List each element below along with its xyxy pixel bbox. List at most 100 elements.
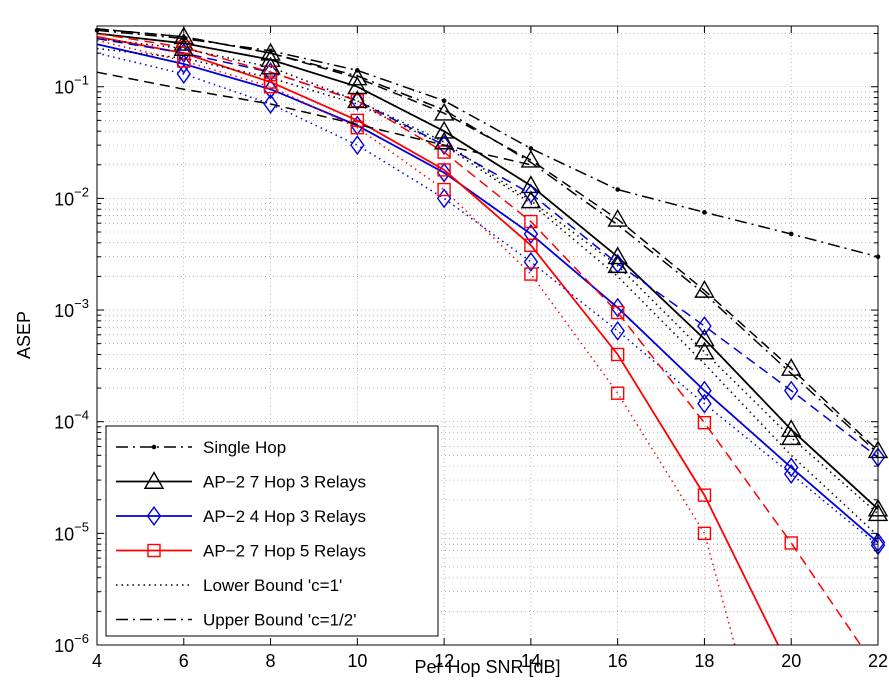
- data-point-marker: [176, 43, 192, 64]
- data-point-marker: [173, 26, 194, 45]
- data-point-marker: [524, 267, 538, 281]
- y-tick-exponent: −4: [74, 408, 89, 423]
- y-tick-mantissa: 10: [54, 524, 74, 544]
- data-point-marker: [783, 380, 799, 401]
- data-point-marker: [697, 415, 712, 430]
- data-point-marker: [697, 526, 712, 541]
- series-3: [96, 35, 780, 646]
- data-point-marker: [781, 427, 802, 446]
- legend-entry-label: Upper Bound 'c=1/2': [203, 611, 356, 630]
- legend-entry-label: Lower Bound 'c=1': [203, 576, 342, 595]
- data-point-marker: [697, 488, 712, 502]
- legend-marker: [146, 506, 162, 526]
- data-point-marker: [436, 135, 452, 156]
- data-point-marker: [788, 231, 794, 237]
- x-tick-label: 20: [781, 651, 801, 671]
- y-tick-label: 10−1: [54, 73, 89, 98]
- y-tick-mantissa: 10: [54, 78, 74, 98]
- legend-marker: [151, 444, 157, 450]
- data-point-marker: [524, 238, 538, 253]
- x-tick-label: 18: [694, 651, 714, 671]
- legend-box: [105, 425, 439, 637]
- data-point-marker: [702, 210, 707, 215]
- data-point-marker: [173, 38, 194, 56]
- series-layer: [94, 26, 889, 646]
- data-point-marker: [433, 131, 455, 150]
- y-tick-label: 10−5: [54, 519, 89, 544]
- y-tick-exponent: −6: [74, 631, 89, 646]
- data-point-marker: [520, 190, 542, 209]
- legend-entry-label: AP−2 4 Hop 3 Relays: [203, 507, 366, 526]
- data-point-marker: [177, 40, 191, 55]
- data-point-marker: [263, 80, 278, 94]
- y-tick-exponent: −5: [74, 519, 89, 534]
- y-tick-exponent: −2: [74, 184, 89, 199]
- data-point-marker: [263, 94, 278, 115]
- x-tick-label: 16: [608, 651, 628, 671]
- data-point-marker: [437, 182, 451, 197]
- data-point-marker: [350, 93, 365, 108]
- y-tick-mantissa: 10: [54, 301, 74, 321]
- data-point-marker: [350, 113, 365, 128]
- data-point-marker: [173, 32, 194, 51]
- data-point-marker: [523, 183, 539, 204]
- data-point-marker: [441, 98, 447, 103]
- data-point-marker: [528, 146, 534, 151]
- series-unnamed-7: [96, 52, 886, 556]
- data-point-marker: [260, 56, 281, 75]
- series-line: [96, 28, 879, 452]
- data-point-marker: [697, 380, 712, 401]
- x-tick-label: 10: [347, 651, 367, 671]
- data-point-marker: [781, 419, 802, 438]
- series-line: [96, 35, 780, 646]
- x-tick-label: 4: [92, 651, 102, 671]
- data-point-marker: [781, 358, 802, 376]
- axis-ticks: 4 6 8 10 12 14 16 18 20 2210−610−510−410−310−210−…: [54, 26, 888, 671]
- data-point-marker: [176, 64, 192, 85]
- series-unnamed-10: [96, 26, 889, 459]
- data-point-marker: [694, 341, 715, 360]
- series-line: [96, 32, 862, 646]
- x-tick-label: 8: [266, 651, 276, 671]
- legend-marker: [143, 471, 165, 489]
- data-point-marker: [347, 67, 368, 86]
- legend-entry-label: Single Hop: [203, 438, 286, 457]
- series-line: [96, 32, 879, 510]
- axes-frame: [96, 25, 879, 646]
- data-point-marker: [260, 42, 281, 61]
- y-tick-mantissa: 10: [54, 636, 74, 656]
- axis-labels: Per Hop SNR [dB] ASEP: [14, 311, 561, 677]
- legend: Single Hop AP−2 7 Hop 3 Relays AP−2 4 Hop …: [105, 425, 439, 637]
- y-tick-label: 10−6: [54, 631, 89, 656]
- series-unnamed-9: [96, 39, 736, 646]
- data-point-marker: [697, 393, 712, 414]
- data-point-marker: [694, 279, 715, 298]
- series-unnamed-8: [96, 32, 862, 646]
- data-point-marker: [784, 536, 798, 550]
- data-point-marker: [347, 76, 368, 95]
- x-tick-label: 6: [179, 651, 189, 671]
- y-tick-mantissa: 10: [54, 413, 74, 433]
- data-point-marker: [783, 457, 799, 478]
- legend-marker: [147, 543, 161, 558]
- data-point-marker: [350, 135, 365, 156]
- series-line: [96, 71, 532, 166]
- series-unnamed-12: [96, 71, 532, 166]
- data-point-marker: [610, 347, 625, 362]
- data-point-marker: [610, 320, 625, 341]
- x-axis-label: Per Hop SNR [dB]: [414, 657, 560, 677]
- data-point-marker: [520, 149, 542, 168]
- data-point-marker: [437, 163, 451, 177]
- y-tick-mantissa: 10: [54, 189, 74, 209]
- data-point-marker: [694, 328, 715, 347]
- legend-entry-label: AP−2 7 Hop 5 Relays: [203, 542, 366, 561]
- series-line: [96, 37, 879, 458]
- data-point-marker: [610, 297, 625, 318]
- data-point-marker: [607, 208, 628, 227]
- series-unnamed-11: [96, 37, 889, 522]
- data-point-marker: [615, 187, 620, 192]
- y-tick-label: 10−2: [54, 184, 89, 209]
- y-tick-exponent: −3: [74, 296, 89, 311]
- y-tick-label: 10−4: [54, 408, 89, 433]
